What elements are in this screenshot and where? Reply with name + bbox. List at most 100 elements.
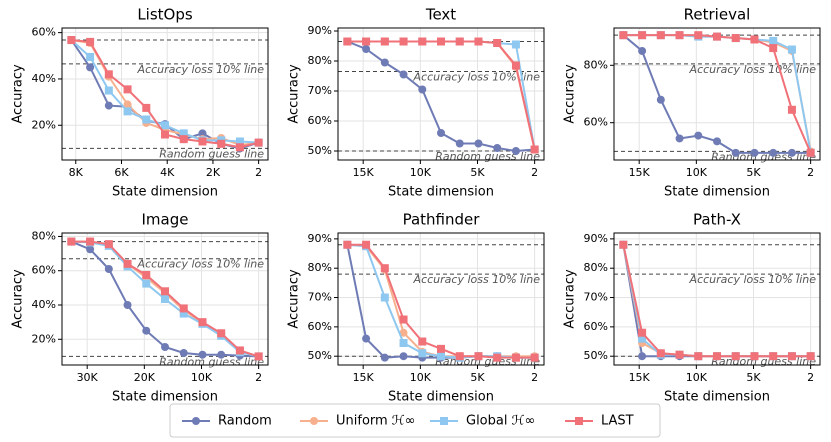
y-tick-label: 60% (584, 116, 608, 129)
marker (787, 148, 796, 157)
axes-frame (613, 232, 821, 366)
marker (511, 353, 520, 362)
marker (198, 129, 207, 138)
x-tick-label: 2K (206, 166, 221, 179)
series-line (623, 34, 812, 154)
marker (161, 287, 170, 296)
x-tick-label: 20K (134, 371, 156, 384)
marker (806, 352, 815, 361)
marker (656, 95, 665, 104)
marker (142, 115, 151, 124)
marker (104, 265, 113, 273)
marker (713, 32, 722, 41)
legend-label: LAST (601, 414, 634, 429)
marker (104, 101, 113, 110)
axes-frame (337, 232, 545, 366)
axes-frame (61, 232, 269, 366)
marker (750, 148, 759, 157)
marker (418, 337, 427, 346)
marker (380, 58, 389, 67)
x-axis-label: State dimension (112, 185, 218, 200)
marker (380, 293, 389, 302)
marker (142, 271, 151, 279)
marker (179, 304, 188, 313)
marker (86, 63, 95, 72)
reference-label: Accuracy loss 10% line (689, 273, 817, 286)
y-axis-label: Accuracy (287, 269, 302, 329)
marker (362, 240, 371, 249)
marker (694, 352, 703, 361)
subplot-title: Image (142, 211, 189, 229)
y-tick-label: 70% (308, 84, 332, 97)
marker (142, 103, 151, 112)
marker (123, 301, 132, 309)
marker (123, 100, 132, 109)
x-tick-label: 2 (531, 166, 538, 179)
subplot-title: Text (425, 6, 456, 24)
legend-label: Random (218, 414, 272, 429)
marker (380, 353, 389, 362)
marker (437, 129, 446, 137)
y-tick-label: 90% (308, 232, 332, 245)
marker (104, 86, 113, 95)
marker (769, 44, 778, 53)
x-tick-label: 5K (746, 166, 761, 179)
subplot: ListOps State dimension Accuracy 20% 40% 60% 8… (11, 6, 269, 200)
x-tick-label: 2 (255, 166, 262, 179)
marker (399, 328, 408, 337)
marker (161, 295, 170, 303)
marker (769, 148, 778, 157)
series-line (622, 244, 811, 358)
marker (123, 259, 132, 268)
marker (787, 352, 796, 361)
marker (380, 264, 389, 273)
marker (161, 121, 170, 130)
marker (493, 39, 502, 47)
x-tick-label: 10K (686, 166, 708, 179)
subplot: Image State dimension Accuracy 20% 40% 60% 80%… (11, 211, 269, 405)
y-tick-label: 50% (308, 349, 332, 362)
x-tick-label: 6K (114, 166, 129, 179)
marker (343, 37, 352, 46)
marker (67, 36, 76, 45)
marker (694, 31, 703, 40)
marker (254, 352, 263, 361)
marker (254, 138, 263, 147)
marker (437, 37, 446, 46)
subplot: Retrieval State dimension Accuracy 60% 80% 15… (563, 6, 821, 200)
x-tick-label: 10K (410, 166, 432, 179)
marker (530, 353, 539, 362)
legend-box (169, 403, 661, 438)
reference-label: Accuracy loss 10% line (137, 258, 265, 271)
marker (474, 37, 483, 46)
marker (731, 148, 740, 157)
marker (511, 147, 520, 155)
marker (179, 309, 188, 318)
marker (198, 350, 207, 359)
marker (493, 353, 502, 362)
y-tick-label: 80% (308, 54, 332, 67)
marker (769, 36, 778, 45)
marker (362, 45, 371, 53)
marker (362, 334, 371, 343)
marker (86, 237, 95, 246)
x-tick-label: 5K (470, 371, 485, 384)
marker (731, 34, 740, 43)
marker (731, 352, 740, 361)
marker (474, 352, 483, 361)
marker (362, 37, 371, 46)
marker (638, 31, 647, 40)
marker (86, 52, 95, 61)
marker (123, 85, 132, 94)
legend-marker (310, 417, 318, 425)
y-tick-label: 50% (584, 349, 608, 362)
series-line (622, 244, 811, 358)
series-line (622, 244, 811, 358)
x-tick-label: 5K (746, 371, 761, 384)
marker (638, 352, 647, 361)
axes-frame (61, 27, 269, 161)
marker (638, 328, 647, 337)
marker (235, 137, 244, 146)
marker (399, 37, 408, 46)
